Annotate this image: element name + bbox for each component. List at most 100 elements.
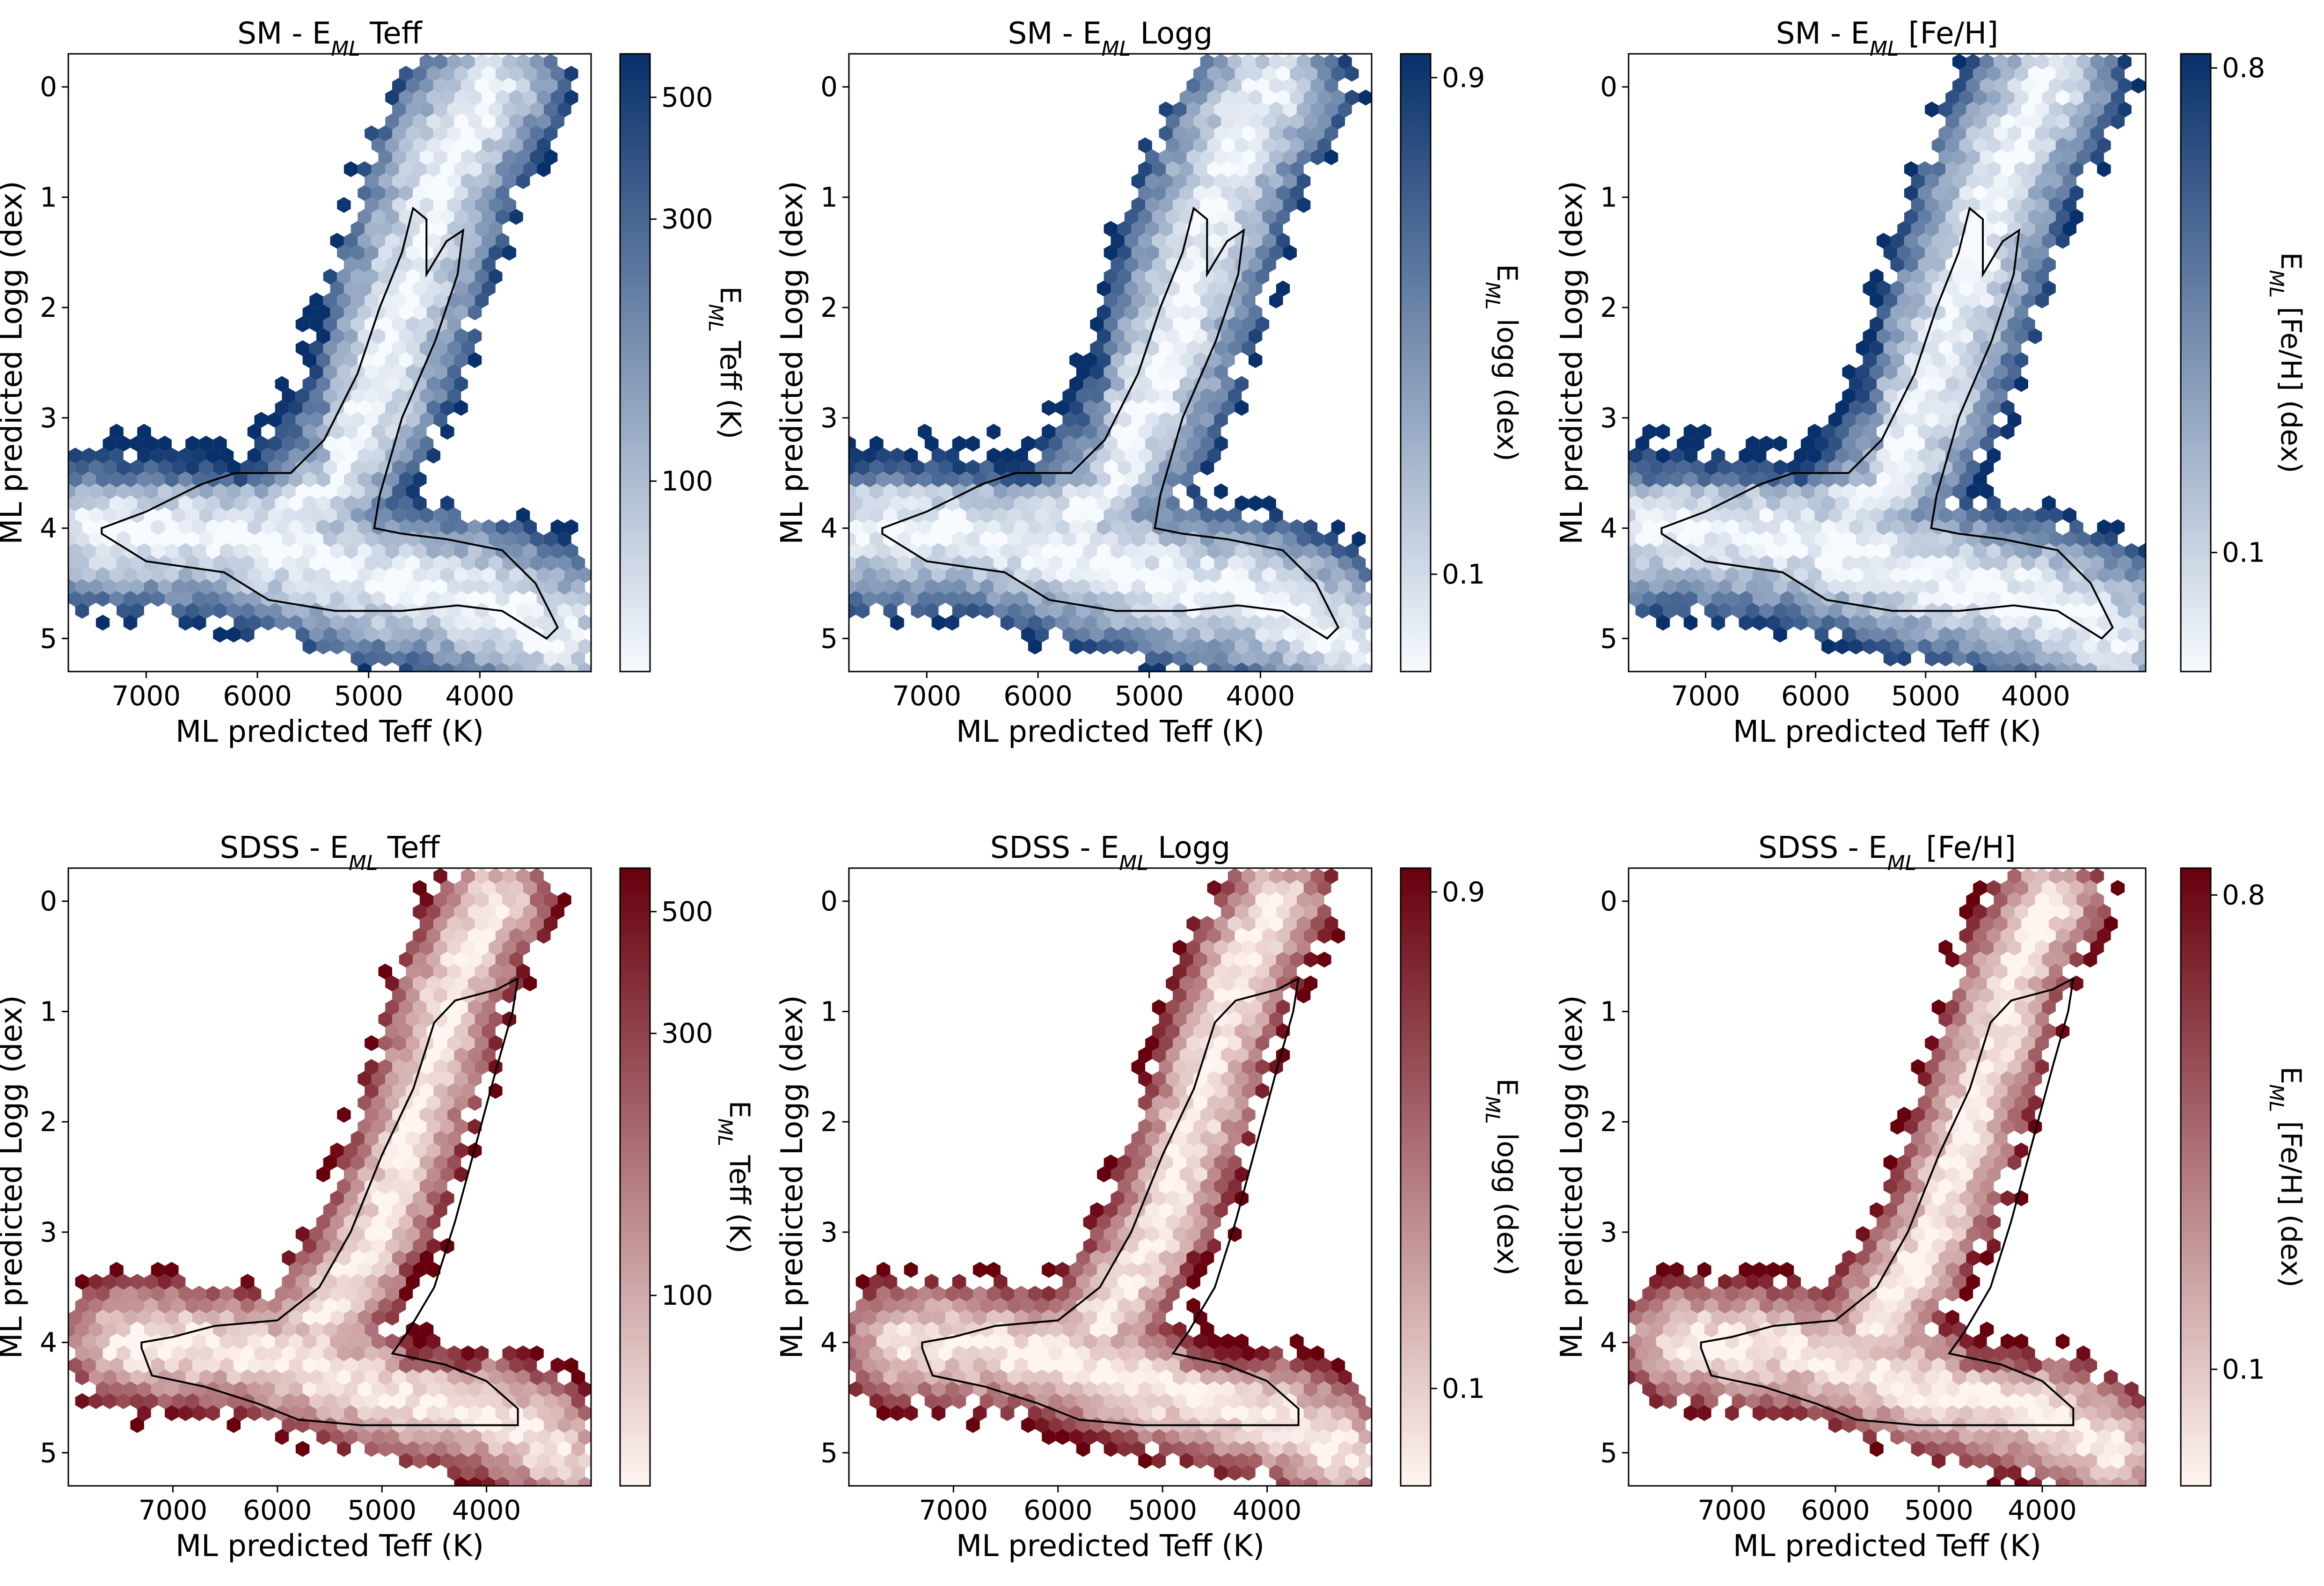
- hex-cell: [199, 555, 213, 571]
- hex-cell: [924, 531, 939, 547]
- hex-cell: [2035, 1035, 2049, 1051]
- hex-cell: [1214, 125, 1228, 141]
- hex-cell: [482, 280, 496, 297]
- hex-cell: [2042, 495, 2056, 512]
- hex-cell: [275, 614, 289, 631]
- hex-cell: [557, 78, 571, 94]
- hex-cell: [1925, 364, 1939, 380]
- hex-cell: [1849, 471, 1863, 488]
- hex-cell: [1021, 1322, 1035, 1338]
- hex-cell: [399, 1023, 413, 1039]
- hex-cell: [351, 388, 365, 404]
- hex-cell: [1145, 1369, 1159, 1385]
- hex-cell: [413, 1071, 427, 1087]
- hex-cell: [275, 376, 289, 392]
- hex-cell: [578, 662, 591, 672]
- y-axis-label: ML predicted Logg (dex): [0, 181, 29, 544]
- hex-cell: [1069, 1286, 1083, 1302]
- hex-cell: [1193, 1023, 1207, 1039]
- hex-cell: [171, 1298, 186, 1314]
- hex-cell: [413, 638, 427, 655]
- hex-cell: [557, 892, 571, 908]
- hex-cell: [337, 316, 351, 332]
- hex-cell: [1918, 614, 1932, 631]
- hex-cell: [1207, 1381, 1221, 1397]
- hex-cell: [1090, 1369, 1104, 1385]
- hex-cell: [158, 1345, 172, 1361]
- hex-cell: [1062, 507, 1076, 523]
- hex-cell: [385, 1142, 399, 1159]
- hex-cell: [1973, 662, 1987, 672]
- hex-cell: [1938, 1059, 1952, 1075]
- hex-cell: [2014, 89, 2028, 106]
- hex-cell: [461, 197, 475, 213]
- hex-cell: [1945, 1071, 1959, 1087]
- hex-cell: [1931, 614, 1946, 631]
- hex-cell: [1159, 650, 1173, 666]
- hex-cell: [1035, 627, 1049, 643]
- hex-cell: [440, 66, 454, 82]
- hex-cell: [1214, 1202, 1228, 1218]
- hex-cell: [454, 591, 468, 607]
- hex-cell: [440, 591, 454, 607]
- hex-cell: [1083, 1405, 1097, 1421]
- hex-cell: [1739, 471, 1753, 488]
- hex-cell: [1214, 1441, 1228, 1457]
- hex-cell: [1980, 483, 1994, 499]
- hex-cell: [371, 137, 386, 153]
- hex-cell: [302, 1405, 316, 1421]
- hex-cell: [385, 1262, 399, 1278]
- hex-cell: [392, 1250, 406, 1266]
- hex-cell: [1207, 328, 1221, 344]
- hex-cell: [1069, 424, 1083, 440]
- hex-cell: [2035, 173, 2049, 189]
- hex-cell: [1028, 1357, 1042, 1374]
- hex-cell: [343, 543, 358, 559]
- hex-cell: [1918, 161, 1932, 177]
- hex-cell: [1642, 543, 1656, 559]
- hex-cell: [206, 495, 220, 512]
- hex-cell: [406, 1155, 420, 1170]
- hex-cell: [1683, 567, 1698, 583]
- hex-cell: [2028, 928, 2042, 944]
- hex-cell: [1152, 280, 1166, 297]
- hex-cell: [433, 1107, 447, 1123]
- hex-cell: [502, 173, 516, 189]
- hex-cell: [1994, 269, 2008, 285]
- hex-cell: [1193, 424, 1207, 440]
- hex-cell: [102, 1393, 117, 1409]
- density-contour: [881, 206, 1340, 640]
- hex-cell: [351, 1131, 365, 1147]
- hex-cell: [1007, 603, 1022, 619]
- hex-cell: [1138, 185, 1152, 201]
- hex-cell: [1331, 89, 1345, 106]
- hex-cell: [75, 483, 89, 499]
- hex-cell: [1262, 638, 1276, 655]
- hex-cell: [1193, 1381, 1207, 1397]
- hex-cell: [461, 269, 475, 285]
- hex-cell: [171, 1345, 186, 1361]
- hex-cell: [371, 591, 386, 607]
- hex-cell: [1959, 567, 1973, 583]
- hex-cell: [192, 447, 206, 464]
- hex-cell: [1890, 376, 1904, 392]
- hex-cell: [447, 579, 461, 595]
- hex-cell: [213, 1345, 227, 1361]
- hex-cell: [1683, 591, 1698, 607]
- hex-cell: [1842, 579, 1856, 595]
- hex-cell: [1242, 1059, 1256, 1075]
- hex-cell: [337, 197, 351, 213]
- hex-cell: [1987, 447, 2001, 464]
- hex-cell: [516, 603, 530, 619]
- hex-cell: [102, 1322, 117, 1338]
- hex-cell: [1807, 519, 1822, 535]
- hex-cell: [1145, 1322, 1159, 1338]
- hex-cell: [1849, 400, 1863, 416]
- hex-cell: [1262, 233, 1276, 249]
- hex-cell: [1787, 603, 1801, 619]
- hex-cell: [2083, 591, 2097, 607]
- hex-cell: [1938, 412, 1952, 428]
- hex-cell: [2131, 603, 2146, 619]
- hex-cell: [399, 1381, 413, 1397]
- hex-cell: [426, 519, 440, 535]
